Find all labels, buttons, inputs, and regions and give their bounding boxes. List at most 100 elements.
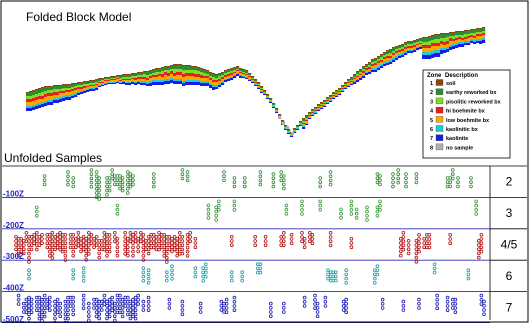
folded-cell	[344, 84, 348, 85]
folded-cell	[110, 82, 114, 83]
sample-marker	[107, 297, 112, 302]
sample-marker	[34, 205, 39, 210]
folded-cell	[68, 95, 72, 97]
folded-cell	[401, 55, 405, 57]
folded-cell	[347, 85, 351, 86]
folded-cell	[269, 99, 273, 100]
sample-marker	[29, 239, 34, 243]
folded-cell	[401, 47, 405, 49]
folded-cell	[317, 109, 321, 110]
folded-cell	[377, 61, 381, 63]
folded-cell	[62, 98, 66, 101]
folded-cell	[320, 103, 324, 104]
sample-marker	[414, 180, 419, 185]
sample-marker	[268, 305, 273, 310]
sample-marker	[391, 184, 395, 189]
folded-cell	[326, 99, 330, 100]
folded-cell	[41, 88, 45, 92]
folded-cell	[407, 51, 411, 53]
folded-cell	[353, 81, 357, 82]
folded-cell	[92, 88, 96, 89]
folded-cell	[44, 86, 48, 87]
folded-cell	[236, 71, 240, 73]
folded-cell	[248, 76, 252, 77]
sample-marker	[284, 203, 289, 208]
folded-cell	[308, 113, 312, 114]
sample-marker	[47, 241, 52, 246]
folded-cell	[236, 66, 240, 67]
folded-cell	[392, 55, 396, 58]
folded-cell	[77, 85, 81, 87]
sample-marker	[42, 178, 47, 183]
sample-marker	[89, 168, 94, 172]
sample-marker	[74, 245, 78, 250]
folded-cell	[377, 59, 381, 61]
folded-cell	[227, 78, 231, 79]
folded-cell	[461, 40, 465, 42]
sample-marker	[87, 314, 91, 319]
folded-cell	[47, 86, 51, 87]
folded-cell	[140, 81, 144, 83]
folded-cell	[188, 66, 192, 70]
folded-cell	[185, 70, 189, 73]
sample-marker	[450, 176, 455, 181]
sample-marker	[219, 308, 224, 312]
folded-cell	[314, 111, 318, 112]
folded-cell	[38, 99, 42, 103]
folded-cell	[332, 97, 336, 98]
band-zone-label: 6	[506, 269, 513, 283]
folded-cell	[134, 83, 138, 85]
folded-cell	[68, 88, 72, 90]
folded-cell	[299, 123, 303, 124]
sample-marker	[29, 310, 34, 315]
folded-cell	[44, 103, 48, 106]
folded-cell	[239, 76, 243, 78]
sample-marker	[71, 312, 75, 317]
folded-cell	[440, 38, 444, 41]
folded-cell	[260, 92, 264, 93]
folded-cell	[467, 38, 471, 41]
folded-cell	[32, 101, 36, 105]
folded-cell	[149, 81, 153, 83]
folded-cell	[311, 115, 315, 116]
sample-marker	[141, 266, 146, 271]
folded-cell	[47, 100, 51, 102]
folded-cell	[389, 53, 393, 56]
folded-cell	[458, 35, 462, 37]
folded-cell	[233, 76, 237, 78]
sample-marker	[445, 308, 450, 313]
folded-cell	[302, 123, 306, 124]
sample-marker	[406, 247, 411, 252]
folded-cell	[341, 89, 345, 90]
folded-cell	[380, 66, 384, 68]
sample-marker	[131, 174, 135, 178]
sample-marker	[180, 251, 185, 256]
folded-cell	[263, 93, 267, 94]
folded-cell	[449, 47, 453, 50]
folded-cell	[317, 106, 321, 107]
folded-cell	[149, 76, 153, 78]
sample-marker	[42, 314, 47, 319]
folded-cell	[227, 69, 231, 70]
folded-cell	[98, 79, 102, 81]
folded-cell	[338, 91, 342, 92]
folded-cell	[395, 53, 399, 56]
folded-cell	[392, 47, 396, 48]
sample-marker	[21, 247, 26, 252]
folded-cell	[335, 91, 339, 92]
folded-cell	[365, 72, 369, 73]
sample-marker	[102, 297, 107, 302]
folded-cell	[155, 80, 159, 82]
sample-marker	[37, 295, 42, 300]
folded-cell	[62, 93, 66, 96]
folded-cell	[245, 73, 249, 74]
folded-cell	[230, 73, 234, 75]
folded-cell	[53, 98, 57, 100]
folded-cell	[422, 42, 426, 45]
folded-cell	[434, 46, 438, 50]
folded-cell	[80, 91, 84, 92]
sample-marker	[141, 258, 146, 262]
sample-marker	[152, 245, 156, 250]
sample-marker	[391, 176, 395, 181]
